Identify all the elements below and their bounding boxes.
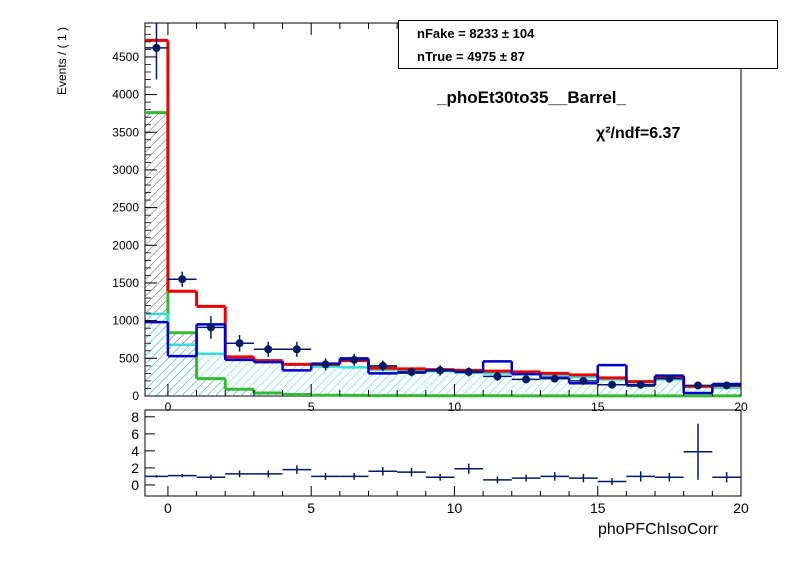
data-point <box>636 380 645 389</box>
cyan-template-hatch-fill <box>145 313 741 396</box>
data-point <box>694 381 703 390</box>
y-tick-label: 0 <box>132 389 139 403</box>
ratio-y-tick-label: 6 <box>131 426 139 442</box>
blue-fit-component-series <box>145 320 741 395</box>
ratio-plot-frame <box>144 409 742 497</box>
data-point <box>292 345 301 354</box>
x-tick-label: 0 <box>165 400 172 414</box>
ratio-x-tick-label: 10 <box>447 500 463 516</box>
y-tick-label: 4500 <box>112 50 139 64</box>
data-points-series <box>145 23 741 390</box>
y-tick-label: 1000 <box>112 314 139 328</box>
y-tick-label: 4000 <box>112 88 139 102</box>
y-tick-label: 2500 <box>112 201 139 215</box>
green-template-series <box>145 111 741 398</box>
x-tick-label: 5 <box>308 400 315 414</box>
green-template-hatch-fill <box>145 112 741 396</box>
x-tick-label: 10 <box>448 400 462 414</box>
data-point <box>152 43 161 52</box>
y-axis-label: Events / ( 1 ) <box>55 26 69 95</box>
data-point <box>178 275 187 284</box>
x-axis-label: phoPFChIsoCorr <box>598 521 719 538</box>
ratio-x-tick-label: 5 <box>307 500 315 516</box>
nfake-label: nFake = 8233 ± 104 <box>417 26 535 41</box>
y-tick-label: 1500 <box>112 276 139 290</box>
data-point <box>378 361 387 370</box>
ratio-x-tick-label: 15 <box>590 500 606 516</box>
data-point <box>665 374 674 383</box>
data-point <box>321 360 330 369</box>
ratio-y-tick-label: 4 <box>131 443 139 459</box>
fit-results-legend: nFake = 8233 ± 104 nTrue = 4975 ± 87 <box>398 20 778 69</box>
ratio-y-tick-label: 0 <box>131 477 139 493</box>
data-point <box>436 366 445 375</box>
data-point <box>264 345 273 354</box>
data-point <box>722 381 731 390</box>
x-tick-label: 20 <box>734 400 748 414</box>
main-plot-frame <box>144 22 742 397</box>
y-tick-label: 500 <box>119 351 139 365</box>
data-point <box>493 372 502 381</box>
data-point <box>206 323 215 332</box>
ratio-x-tick-label: 20 <box>733 500 749 516</box>
data-point <box>407 367 416 376</box>
ratio-points-series <box>145 423 741 485</box>
data-point <box>608 380 617 389</box>
plot-title: _phoEt30to35__Barrel_ <box>437 88 626 107</box>
chi2-label: χ²/ndf=6.37 <box>596 125 681 142</box>
data-point <box>350 355 359 364</box>
data-point <box>235 339 244 348</box>
ratio-x-tick-label: 0 <box>164 500 172 516</box>
data-point <box>464 367 473 376</box>
data-point <box>522 375 531 384</box>
x-tick-label: 15 <box>591 400 605 414</box>
ratio-y-tick-label: 2 <box>131 460 139 476</box>
data-point <box>550 374 559 383</box>
y-tick-label: 3000 <box>112 163 139 177</box>
y-tick-label: 2000 <box>112 238 139 252</box>
data-point <box>579 376 588 385</box>
y-tick-label: 3500 <box>112 125 139 139</box>
main-axes: 0 500 1000 1500 2000 2500 3000 3500 4000 4500 0 5 10… <box>112 23 748 414</box>
ratio-y-tick-label: 8 <box>131 409 139 425</box>
ntrue-label: nTrue = 4975 ± 87 <box>417 49 525 64</box>
